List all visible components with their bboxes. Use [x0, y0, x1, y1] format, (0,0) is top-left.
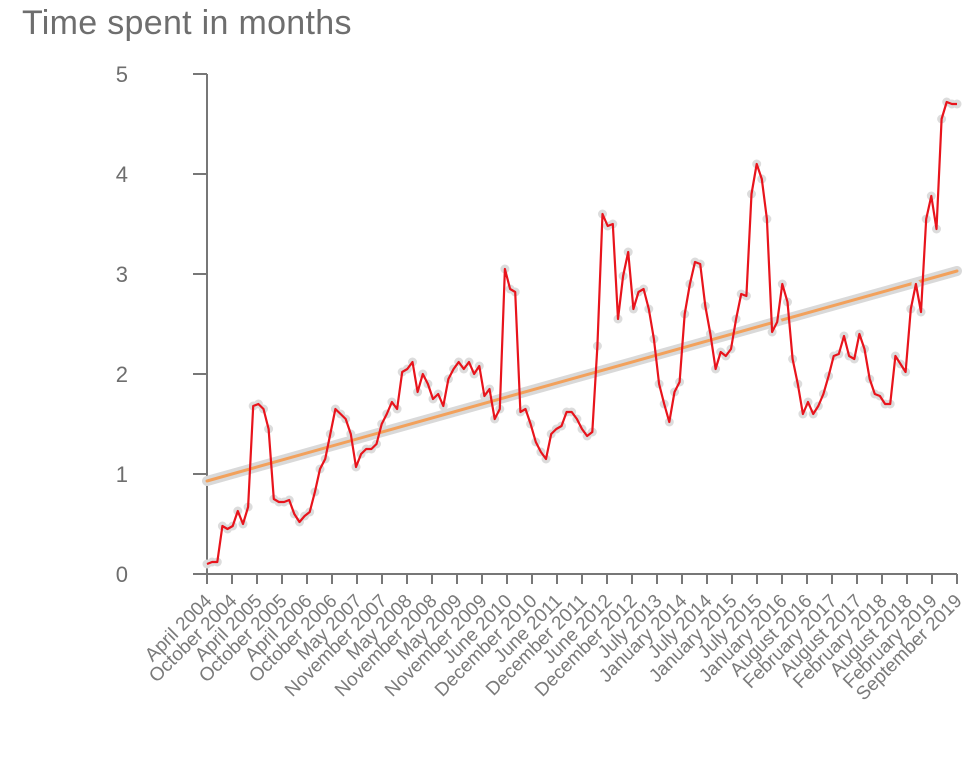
y-tick-label: 2 [116, 362, 128, 387]
series-line [206, 100, 957, 566]
chart-title: Time spent in months [22, 4, 352, 42]
y-tick-label: 4 [116, 162, 128, 187]
y-tick-label: 5 [116, 62, 128, 87]
line-layer [202, 97, 962, 569]
y-tick-label: 0 [116, 562, 128, 587]
trend-layer [202, 266, 962, 486]
trend-line [205, 269, 959, 483]
axes: 0 1 2 3 4 5 [116, 62, 958, 587]
y-tick-label: 1 [116, 462, 128, 487]
y-tick-label: 3 [116, 262, 128, 287]
